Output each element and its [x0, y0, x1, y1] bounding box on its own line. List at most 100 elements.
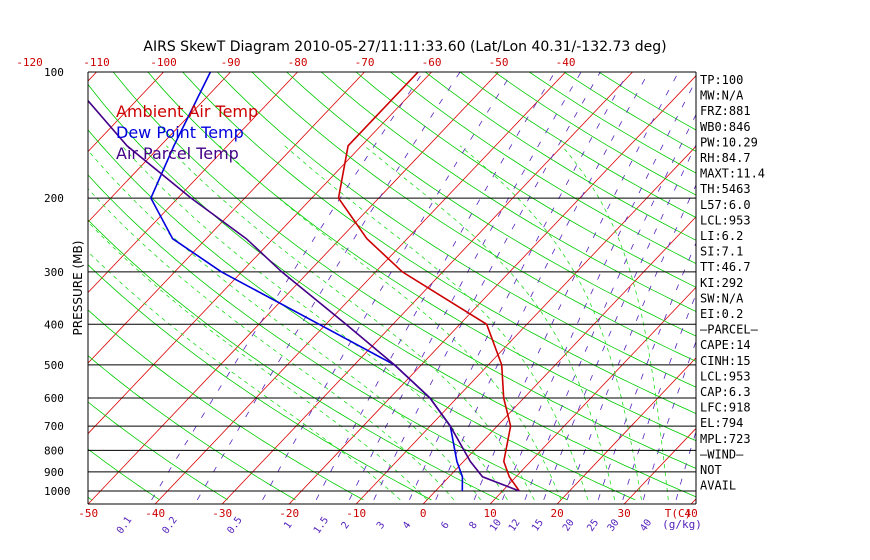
dry-adiabat-line [355, 72, 696, 288]
x-top-tick-label: -100 [150, 56, 177, 69]
y-tick-label: 300 [44, 266, 64, 279]
dry-adiabat-line [251, 72, 696, 362]
side-panel-item: WB0:846 [700, 120, 751, 134]
x-tick-label: 40 [685, 507, 698, 520]
side-panel-item: LI:6.2 [700, 229, 743, 243]
side-panel-item: SI:7.1 [700, 245, 743, 259]
side-panel-item: MAXT:11.4 [700, 167, 765, 181]
mixing-ratio-line [597, 241, 696, 501]
mixing-ratio-line [473, 72, 679, 501]
dry-adiabat-line [88, 219, 500, 501]
dry-adiabat-line [88, 83, 696, 498]
mixing-ratio-label: 8 [467, 520, 479, 531]
side-panel-item: EL:794 [700, 416, 743, 430]
y-axis-label: PRESSURE (MB) [71, 241, 85, 336]
dry-adiabat-line [88, 129, 636, 501]
dry-adiabat-line [216, 72, 696, 388]
isotherm-line [288, 75, 696, 504]
side-panel-item: TT:46.7 [700, 260, 751, 274]
side-panel-item: —WIND— [700, 447, 744, 461]
y-tick-label: 400 [44, 318, 64, 331]
isotherm-line [88, 72, 499, 504]
x-tick-label: 10 [484, 507, 497, 520]
isotherm-line [88, 72, 298, 294]
x-tick-label: 20 [551, 507, 564, 520]
side-panel-item: FRZ:881 [700, 104, 751, 118]
side-panel-item: KI:292 [700, 276, 743, 290]
dry-adiabat-line [88, 448, 160, 501]
y-tick-label: 1000 [44, 485, 71, 498]
dewpoint-line [150, 72, 464, 492]
side-panel-item: CAPE:14 [700, 338, 751, 352]
isotherm-line [154, 72, 566, 504]
x-top-tick-label: -120 [16, 56, 43, 69]
side-panel-item: AVAIL [700, 479, 736, 493]
legend-parcel: Air Parcel Temp [116, 144, 239, 163]
isotherm-line [88, 72, 432, 435]
isotherm-line [489, 286, 696, 504]
side-panel-item: —PARCEL— [700, 323, 759, 337]
profile-lines [88, 72, 520, 492]
side-panel-item: TH:5463 [700, 182, 751, 196]
x-tick-label: 30 [618, 507, 631, 520]
dry-adiabat-line [147, 72, 696, 442]
mixing-ratio-label: 1 [282, 520, 294, 531]
x-tick-label: -40 [145, 507, 165, 520]
legend-dewpoint: Dew Point Temp [116, 123, 244, 142]
mixing-ratio-line [622, 293, 696, 501]
side-panel-item: NOT [700, 463, 722, 477]
side-panel-item: TP:100 [700, 73, 743, 87]
x-top-tick-label: -90 [221, 56, 241, 69]
mixing-ratio-line [151, 72, 424, 501]
dry-adiabat-line [88, 401, 228, 501]
pressure-lines [88, 197, 696, 492]
mixing-ratio-line [196, 72, 461, 501]
chart-title: AIRS SkewT Diagram 2010-05-27/11:11:33.6… [143, 39, 666, 55]
mixing-ratio-line [642, 340, 696, 501]
mixing-ratio-label: 3 [375, 520, 387, 531]
y-tick-label: 100 [44, 66, 64, 79]
x-top-tick-label: -40 [556, 56, 576, 69]
dry-adiabat-line [88, 355, 296, 501]
mixing-ratio-line [566, 184, 696, 501]
x-top-tick-label: -50 [489, 56, 509, 69]
mixing-ratio-line [543, 144, 696, 501]
dry-adiabat-line [112, 72, 696, 469]
parcel-temp-line [88, 99, 520, 492]
mixing-ratio-unit: (g/kg) [662, 518, 702, 531]
side-panel-item: L57:6.0 [700, 198, 751, 212]
dry-adiabat-line [88, 309, 364, 501]
dry-adiabat-line [286, 72, 696, 337]
isotherm-line [88, 72, 365, 364]
x-top-tick-label: -110 [83, 56, 110, 69]
y-tick-label: 600 [44, 392, 64, 405]
side-panel-item: LFC:918 [700, 401, 751, 415]
mixing-ratio-line [373, 72, 601, 501]
isotherm-line [355, 145, 696, 504]
isotherm-line [88, 72, 231, 223]
dry-adiabat-line [321, 72, 696, 312]
mixing-ratio-line [262, 72, 513, 501]
mixing-ratio-label: 4 [401, 520, 413, 531]
x-unit-label: T(C) [665, 507, 692, 520]
mixing-ratio-line [435, 72, 650, 501]
side-panel-item: SW:N/A [700, 291, 744, 305]
side-panel-item: LCL:953 [700, 213, 751, 227]
x-tick-label: -20 [279, 507, 299, 520]
isotherm-line [556, 357, 696, 504]
isotherm-line [623, 427, 696, 504]
ambient-temp-line [337, 72, 520, 492]
x-top-tick-label: -60 [422, 56, 442, 69]
mixing-ratio-line [315, 72, 556, 501]
side-panel-item: RH:84.7 [700, 151, 751, 165]
mixing-ratio-line [349, 72, 582, 501]
mixing-ratio-line [524, 113, 696, 501]
mixing-ratio-line [502, 79, 696, 501]
axes: PRESSURE (MB) [71, 71, 697, 505]
side-panel-item: CAP:6.3 [700, 385, 751, 399]
dry-adiabat-line [88, 174, 568, 501]
y-tick-label: 700 [44, 420, 64, 433]
mixing-ratio-label: 2 [340, 520, 352, 531]
